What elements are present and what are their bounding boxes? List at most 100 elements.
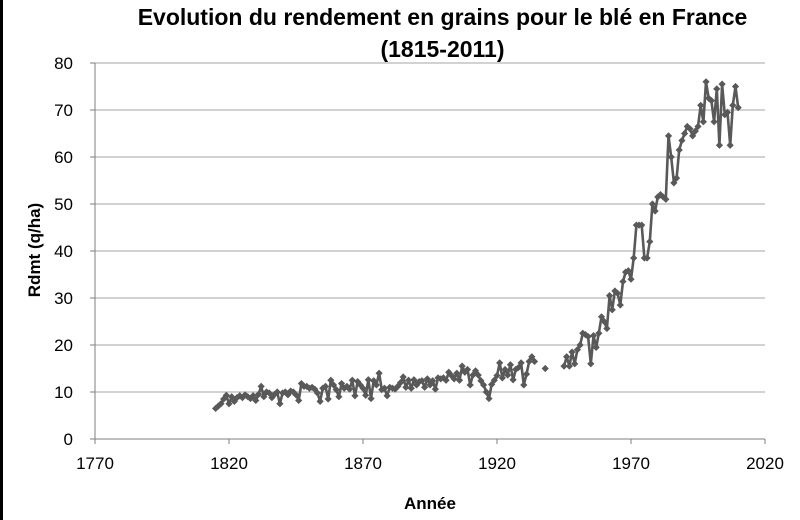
data-point — [643, 254, 651, 262]
data-point — [297, 379, 305, 388]
data-point — [694, 122, 702, 131]
data-point — [573, 346, 581, 354]
y-tick-label: 20 — [54, 336, 73, 355]
data-point — [340, 384, 348, 392]
data-point — [386, 383, 394, 391]
data-point — [664, 132, 673, 140]
data-point — [490, 376, 498, 384]
data-point — [410, 376, 418, 384]
data-point — [450, 375, 458, 383]
data-point — [581, 331, 590, 339]
data-point — [431, 385, 439, 393]
data-point — [273, 388, 281, 396]
data-series — [212, 78, 742, 413]
y-tick-label: 80 — [54, 54, 73, 73]
data-point — [638, 221, 646, 229]
data-point — [308, 383, 316, 391]
data-point — [493, 371, 501, 380]
data-point — [659, 193, 667, 201]
data-point — [474, 371, 482, 379]
x-tick-label: 1820 — [210, 454, 248, 473]
data-point — [313, 389, 322, 397]
data-point — [370, 377, 378, 385]
data-point — [354, 378, 362, 386]
data-point — [595, 329, 603, 337]
data-point — [265, 389, 273, 397]
data-point — [514, 363, 523, 372]
data-point — [597, 313, 606, 321]
data-point — [726, 141, 734, 149]
data-point — [233, 394, 241, 402]
data-point — [592, 343, 600, 351]
y-tick-label: 40 — [54, 242, 73, 261]
data-point — [362, 391, 370, 399]
chart-title-line-2: (1815-2011) — [380, 36, 505, 62]
data-point — [520, 381, 528, 389]
axes — [90, 62, 766, 444]
y-tick-label: 30 — [54, 289, 73, 308]
data-point — [496, 359, 504, 367]
data-point — [442, 376, 450, 384]
data-point — [394, 382, 402, 390]
data-point — [375, 369, 383, 377]
data-point — [691, 127, 699, 135]
data-point — [654, 193, 662, 201]
data-point — [560, 362, 568, 370]
data-point — [453, 369, 461, 377]
data-point — [217, 400, 225, 408]
data-point — [498, 374, 506, 382]
gridlines — [95, 62, 765, 393]
data-point — [611, 287, 619, 295]
data-point — [388, 384, 397, 392]
data-point — [402, 383, 410, 391]
data-point — [541, 364, 549, 373]
data-point — [603, 324, 611, 333]
data-point — [667, 153, 675, 161]
data-point — [421, 383, 429, 391]
x-tick-label: 1870 — [344, 454, 382, 473]
data-point — [324, 395, 332, 403]
data-point — [576, 341, 584, 349]
data-point — [485, 394, 493, 403]
data-point — [517, 359, 525, 367]
data-point — [702, 78, 710, 86]
data-point — [423, 375, 431, 383]
data-point — [399, 373, 407, 381]
data-point — [305, 384, 313, 392]
data-point — [624, 267, 632, 275]
data-point — [439, 374, 447, 382]
data-point — [367, 394, 375, 403]
y-tick-label: 10 — [54, 383, 73, 402]
data-point — [461, 368, 469, 376]
data-point — [616, 301, 624, 309]
data-point — [404, 376, 413, 384]
data-point — [214, 402, 222, 410]
data-point — [348, 376, 356, 384]
data-point — [662, 195, 670, 203]
data-point — [672, 174, 681, 182]
data-point — [337, 379, 346, 388]
data-point — [332, 386, 340, 394]
data-point — [530, 357, 539, 366]
data-point — [614, 289, 622, 297]
data-point — [303, 382, 311, 390]
y-tick-label: 70 — [54, 101, 73, 120]
x-tick-label: 1770 — [76, 454, 114, 473]
data-point — [477, 377, 485, 385]
x-tick-label: 1920 — [478, 454, 516, 473]
data-point — [463, 365, 472, 374]
data-point — [482, 388, 490, 396]
data-point — [651, 207, 659, 215]
data-point — [359, 384, 367, 392]
data-point — [437, 375, 445, 383]
data-point — [413, 381, 421, 389]
data-point — [509, 376, 517, 384]
x-axis-title: Année — [404, 494, 456, 513]
y-tick-label: 60 — [54, 148, 73, 167]
y-tick-label: 50 — [54, 195, 73, 214]
data-point — [429, 377, 437, 385]
data-point — [260, 393, 268, 401]
data-point — [584, 332, 592, 341]
data-point — [329, 381, 338, 389]
y-axis-title: Rdmt (q/ha) — [25, 203, 44, 297]
